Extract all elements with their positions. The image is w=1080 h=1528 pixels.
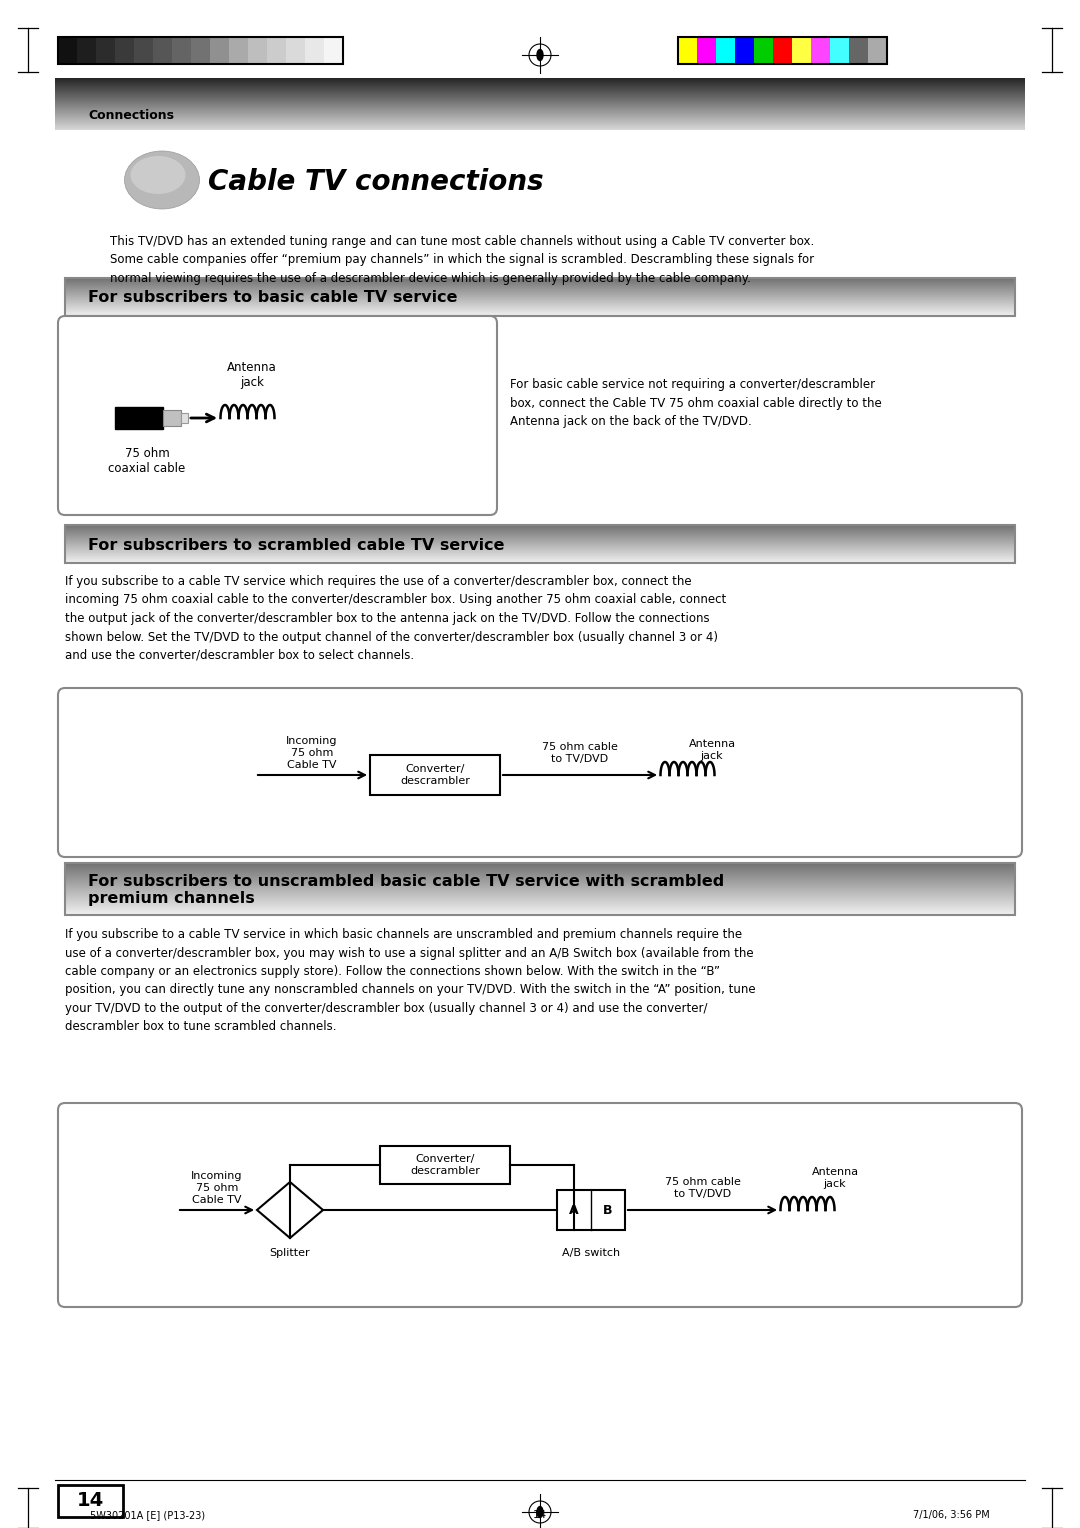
Ellipse shape <box>537 49 543 61</box>
Ellipse shape <box>537 1507 543 1517</box>
Text: If you subscribe to a cable TV service in which basic channels are unscrambled a: If you subscribe to a cable TV service i… <box>65 927 756 1033</box>
FancyBboxPatch shape <box>58 688 1022 857</box>
Bar <box>65 278 1015 316</box>
Bar <box>754 37 773 64</box>
Bar <box>286 37 305 64</box>
Bar <box>77 37 96 64</box>
Text: Incoming
75 ohm
Cable TV: Incoming 75 ohm Cable TV <box>191 1172 243 1204</box>
Bar <box>557 1190 625 1230</box>
Bar <box>210 37 229 64</box>
Text: Converter/
descrambler: Converter/ descrambler <box>400 764 470 785</box>
Bar <box>678 37 697 64</box>
Text: Antenna
jack: Antenna jack <box>227 361 276 390</box>
Bar <box>370 755 500 795</box>
Text: For subscribers to basic cable TV service: For subscribers to basic cable TV servic… <box>87 290 458 306</box>
Bar <box>114 406 163 429</box>
Text: For subscribers to unscrambled basic cable TV service with scrambled
premium cha: For subscribers to unscrambled basic cab… <box>87 874 725 906</box>
Bar <box>96 37 114 64</box>
Text: For basic cable service not requiring a converter/descrambler
box, connect the C: For basic cable service not requiring a … <box>510 377 881 428</box>
Bar <box>773 37 792 64</box>
Bar <box>735 37 754 64</box>
Bar <box>191 37 210 64</box>
Text: Incoming
75 ohm
Cable TV: Incoming 75 ohm Cable TV <box>286 736 338 770</box>
Bar <box>134 37 153 64</box>
Bar <box>248 37 267 64</box>
Text: 75 ohm cable
to TV/DVD: 75 ohm cable to TV/DVD <box>542 743 618 764</box>
Bar <box>267 37 286 64</box>
Text: 7/1/06, 3:56 PM: 7/1/06, 3:56 PM <box>914 1510 990 1520</box>
Text: Converter/
descrambler: Converter/ descrambler <box>410 1154 480 1177</box>
Text: 75 ohm
coaxial cable: 75 ohm coaxial cable <box>108 448 186 475</box>
Bar <box>849 37 868 64</box>
Text: For subscribers to scrambled cable TV service: For subscribers to scrambled cable TV se… <box>87 538 504 553</box>
Text: A: A <box>569 1204 579 1216</box>
Bar <box>181 413 188 423</box>
Bar <box>229 37 248 64</box>
Bar <box>811 37 831 64</box>
Text: Cable TV connections: Cable TV connections <box>208 168 543 196</box>
Bar <box>65 526 1015 562</box>
Bar <box>716 37 735 64</box>
Bar <box>305 37 324 64</box>
Ellipse shape <box>131 156 186 194</box>
Bar <box>792 37 811 64</box>
Bar <box>114 37 134 64</box>
Text: Antenna
jack: Antenna jack <box>688 740 735 761</box>
Bar <box>65 863 1015 915</box>
Bar <box>58 1485 123 1517</box>
Bar <box>324 37 343 64</box>
Bar <box>163 410 181 426</box>
Text: Connections: Connections <box>87 108 174 122</box>
Text: Antenna
jack: Antenna jack <box>811 1167 859 1189</box>
Bar <box>172 37 191 64</box>
Text: 14: 14 <box>77 1491 104 1511</box>
Text: 75 ohm cable
to TV/DVD: 75 ohm cable to TV/DVD <box>665 1177 741 1199</box>
Text: Splitter: Splitter <box>270 1248 310 1258</box>
Bar <box>58 37 77 64</box>
Bar <box>697 37 716 64</box>
Bar <box>58 37 343 64</box>
Text: 5W30201A [E] (P13-23): 5W30201A [E] (P13-23) <box>90 1510 205 1520</box>
Text: 14: 14 <box>532 1510 548 1520</box>
Bar <box>153 37 172 64</box>
Text: B: B <box>604 1204 612 1216</box>
Polygon shape <box>257 1183 323 1238</box>
Bar <box>831 37 849 64</box>
Text: A/B switch: A/B switch <box>562 1248 620 1258</box>
Ellipse shape <box>124 151 200 209</box>
Text: If you subscribe to a cable TV service which requires the use of a converter/des: If you subscribe to a cable TV service w… <box>65 575 726 662</box>
Text: This TV/DVD has an extended tuning range and can tune most cable channels withou: This TV/DVD has an extended tuning range… <box>110 235 814 286</box>
Bar <box>678 37 887 64</box>
FancyBboxPatch shape <box>58 316 497 515</box>
FancyBboxPatch shape <box>58 1103 1022 1306</box>
Bar <box>380 1146 510 1184</box>
Bar <box>868 37 887 64</box>
